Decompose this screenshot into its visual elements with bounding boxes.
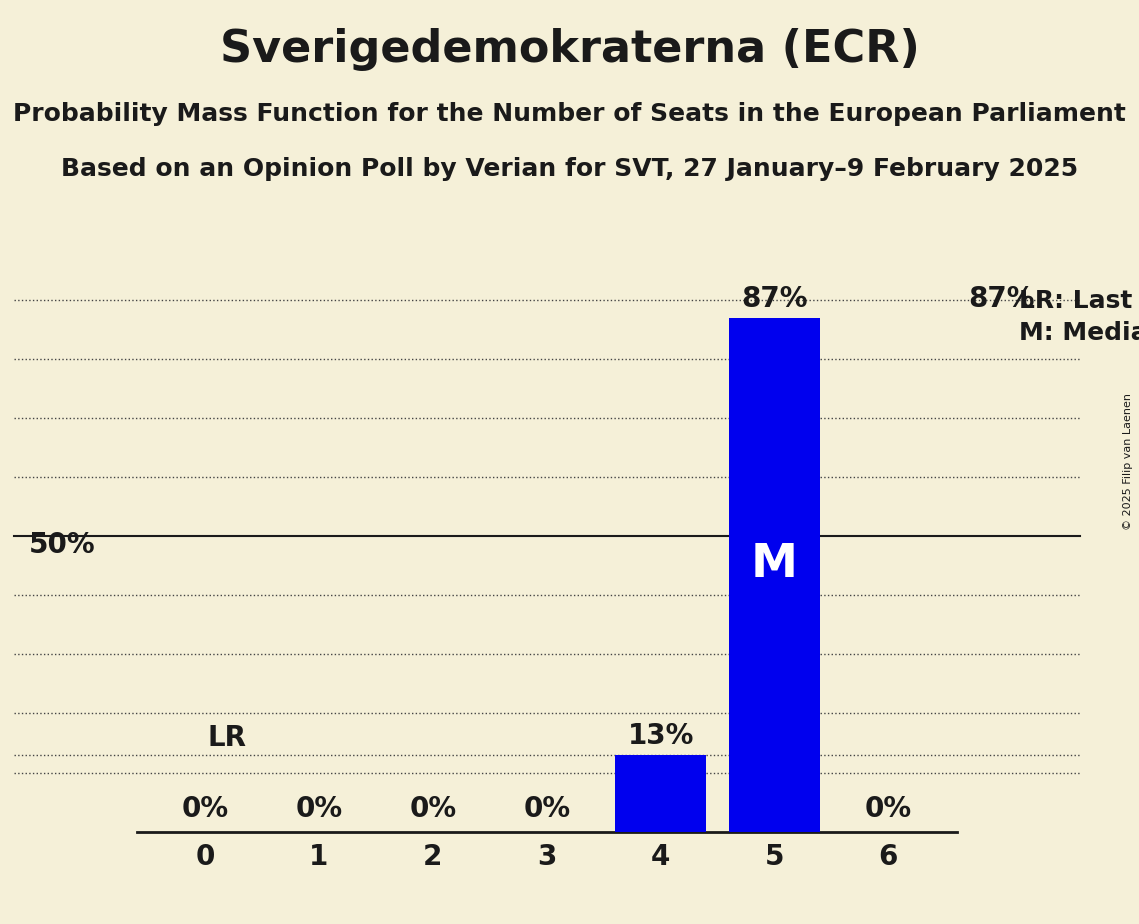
Text: 0%: 0% (865, 795, 912, 822)
Bar (729, 318, 820, 832)
Text: Based on an Opinion Poll by Verian for SVT, 27 January–9 February 2025: Based on an Opinion Poll by Verian for S… (62, 157, 1077, 181)
Text: 0%: 0% (409, 795, 457, 822)
Text: 13%: 13% (628, 722, 694, 750)
Text: LR: LR (207, 723, 246, 752)
Text: 87%: 87% (741, 286, 808, 313)
Text: M: Median: M: Median (1019, 322, 1139, 346)
Text: 0%: 0% (295, 795, 343, 822)
Bar (615, 755, 706, 832)
Text: LR: Last Result: LR: Last Result (1019, 289, 1139, 313)
Text: 50%: 50% (30, 531, 96, 559)
Text: 0%: 0% (181, 795, 229, 822)
Text: M: M (751, 541, 798, 587)
Text: 87%: 87% (968, 286, 1034, 313)
Text: 0%: 0% (523, 795, 571, 822)
Text: Sverigedemokraterna (ECR): Sverigedemokraterna (ECR) (220, 28, 919, 71)
Text: Probability Mass Function for the Number of Seats in the European Parliament: Probability Mass Function for the Number… (13, 102, 1126, 126)
Text: © 2025 Filip van Laenen: © 2025 Filip van Laenen (1123, 394, 1133, 530)
